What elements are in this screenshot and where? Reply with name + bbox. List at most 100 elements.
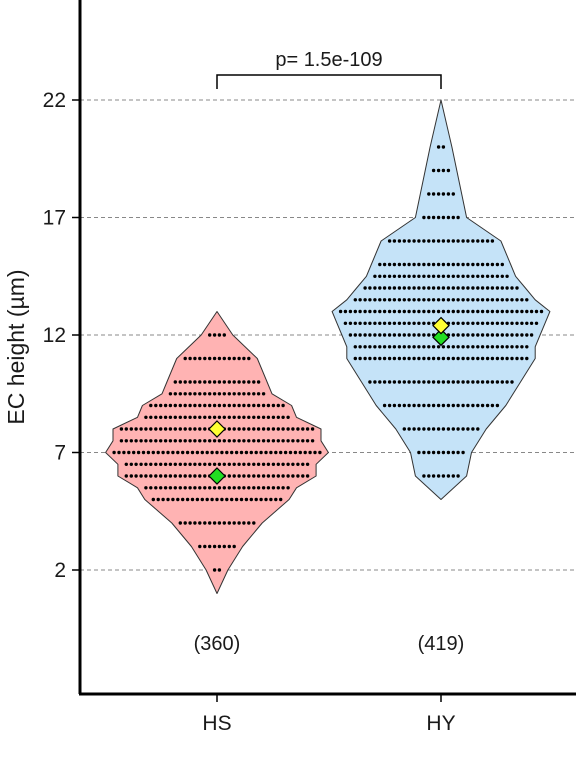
data-point: [163, 462, 168, 466]
data-point: [427, 321, 431, 325]
data-point: [198, 462, 202, 466]
data-point: [382, 286, 387, 290]
data-point: [227, 356, 231, 361]
data-point: [281, 486, 285, 490]
data-point: [436, 403, 441, 408]
data-point: [431, 356, 436, 361]
data-point: [480, 321, 485, 325]
data-point: [203, 544, 207, 549]
data-point: [436, 309, 441, 314]
data-point: [451, 286, 455, 290]
data-point: [436, 356, 441, 361]
data-point: [256, 486, 261, 490]
data-point: [392, 403, 397, 408]
data-point: [451, 380, 455, 384]
data-point: [286, 474, 290, 478]
data-point: [441, 145, 446, 149]
data-point: [431, 474, 436, 478]
data-point: [232, 427, 236, 431]
data-point: [392, 321, 397, 325]
data-point: [417, 450, 421, 455]
data-point: [276, 486, 280, 490]
data-point: [208, 486, 212, 490]
data-point: [242, 462, 246, 466]
data-point: [185, 497, 190, 502]
data-point: [520, 345, 524, 349]
y-tick-label: 12: [43, 324, 66, 347]
data-point: [417, 321, 421, 325]
data-point: [159, 439, 163, 443]
data-point: [534, 321, 539, 325]
data-point: [402, 274, 406, 278]
data-point: [397, 286, 402, 290]
data-point: [203, 521, 207, 525]
data-point: [181, 497, 185, 502]
data-point: [446, 239, 451, 243]
data-point: [353, 345, 357, 349]
data-point: [274, 497, 278, 502]
data-point: [402, 345, 406, 349]
data-point: [485, 262, 490, 267]
data-point: [301, 439, 305, 443]
data-point: [417, 333, 421, 337]
data-point: [358, 356, 362, 361]
data-point: [163, 486, 168, 490]
data-point: [208, 392, 212, 396]
data-point: [353, 321, 357, 325]
data-point: [232, 486, 236, 490]
data-point: [237, 392, 241, 396]
data-point: [163, 427, 168, 431]
x-tick-label: HY: [426, 712, 455, 735]
data-point: [461, 427, 465, 431]
data-point: [129, 439, 133, 443]
data-point: [368, 380, 372, 384]
data-point: [161, 497, 165, 502]
data-point: [402, 380, 406, 384]
data-point: [456, 274, 460, 278]
data-point: [205, 497, 209, 502]
data-point: [203, 380, 207, 384]
data-point: [436, 239, 441, 243]
data-point: [378, 286, 382, 290]
data-point: [286, 462, 290, 466]
data-point: [431, 274, 436, 278]
data-point: [461, 333, 465, 337]
data-point: [124, 439, 128, 443]
data-point: [480, 286, 485, 290]
data-point: [203, 392, 207, 396]
data-point: [397, 309, 402, 314]
x-tick-label: HS: [202, 712, 231, 735]
data-point: [212, 415, 217, 419]
data-point: [480, 333, 485, 337]
data-point: [154, 415, 158, 419]
data-point: [427, 345, 431, 349]
data-point: [208, 356, 212, 361]
data-point: [387, 321, 392, 325]
data-point: [168, 462, 173, 466]
data-point: [446, 286, 451, 290]
data-point: [217, 439, 222, 443]
data-point: [348, 321, 353, 325]
y-axis-title: EC height (µm): [3, 269, 29, 424]
data-point: [247, 462, 251, 466]
data-point: [466, 239, 470, 243]
data-point: [427, 192, 431, 196]
data-point: [193, 462, 197, 466]
data-point: [247, 521, 251, 525]
data-point: [154, 439, 158, 443]
data-point: [417, 356, 421, 361]
data-point: [461, 286, 465, 290]
data-point: [286, 439, 290, 443]
data-point: [247, 439, 251, 443]
data-point: [451, 262, 455, 267]
data-point: [476, 262, 480, 267]
data-point: [382, 321, 387, 325]
data-point: [476, 356, 480, 361]
data-point: [402, 239, 406, 243]
data-point: [490, 298, 495, 302]
data-point: [301, 474, 305, 478]
data-point: [353, 309, 357, 314]
data-point: [166, 450, 170, 455]
data-point: [188, 521, 192, 525]
data-point: [427, 403, 431, 408]
